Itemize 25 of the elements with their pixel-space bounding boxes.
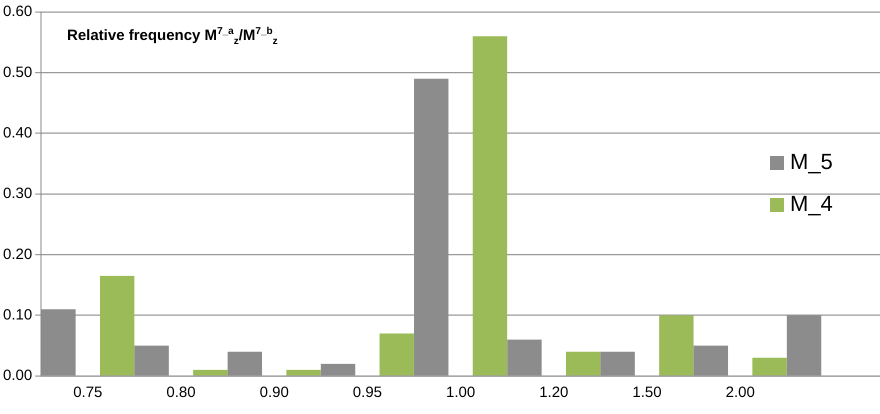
legend-label: M_4 [790, 191, 833, 216]
x-tick-label: 1.00 [446, 384, 476, 402]
bar [566, 352, 600, 376]
y-tick-label: 0.50 [2, 64, 32, 81]
bar [100, 276, 134, 376]
x-tick-label: 0.80 [166, 384, 196, 402]
bar [472, 36, 508, 376]
x-tick-label: 0.90 [260, 384, 289, 402]
bar [752, 358, 787, 376]
x-tick-label: 1.50 [632, 384, 662, 402]
x-tick-label: 0.95 [352, 384, 382, 402]
x-tick-label: 0.75 [73, 384, 102, 402]
bar [380, 334, 414, 376]
y-tick-label: 0.40 [2, 124, 32, 142]
x-tick-label: 2.00 [726, 384, 755, 402]
bar [659, 315, 694, 376]
y-tick-label: 0.60 [2, 3, 32, 20]
y-tick-label: 0.10 [2, 306, 32, 324]
bar [193, 370, 228, 376]
legend-label: M_5 [790, 149, 833, 174]
bar [286, 370, 321, 376]
y-tick-label: 0.30 [2, 185, 32, 202]
y-tick-label: 0.00 [2, 367, 32, 384]
x-tick-label: 1.20 [539, 384, 568, 402]
y-tick-label: 0.20 [2, 246, 32, 263]
